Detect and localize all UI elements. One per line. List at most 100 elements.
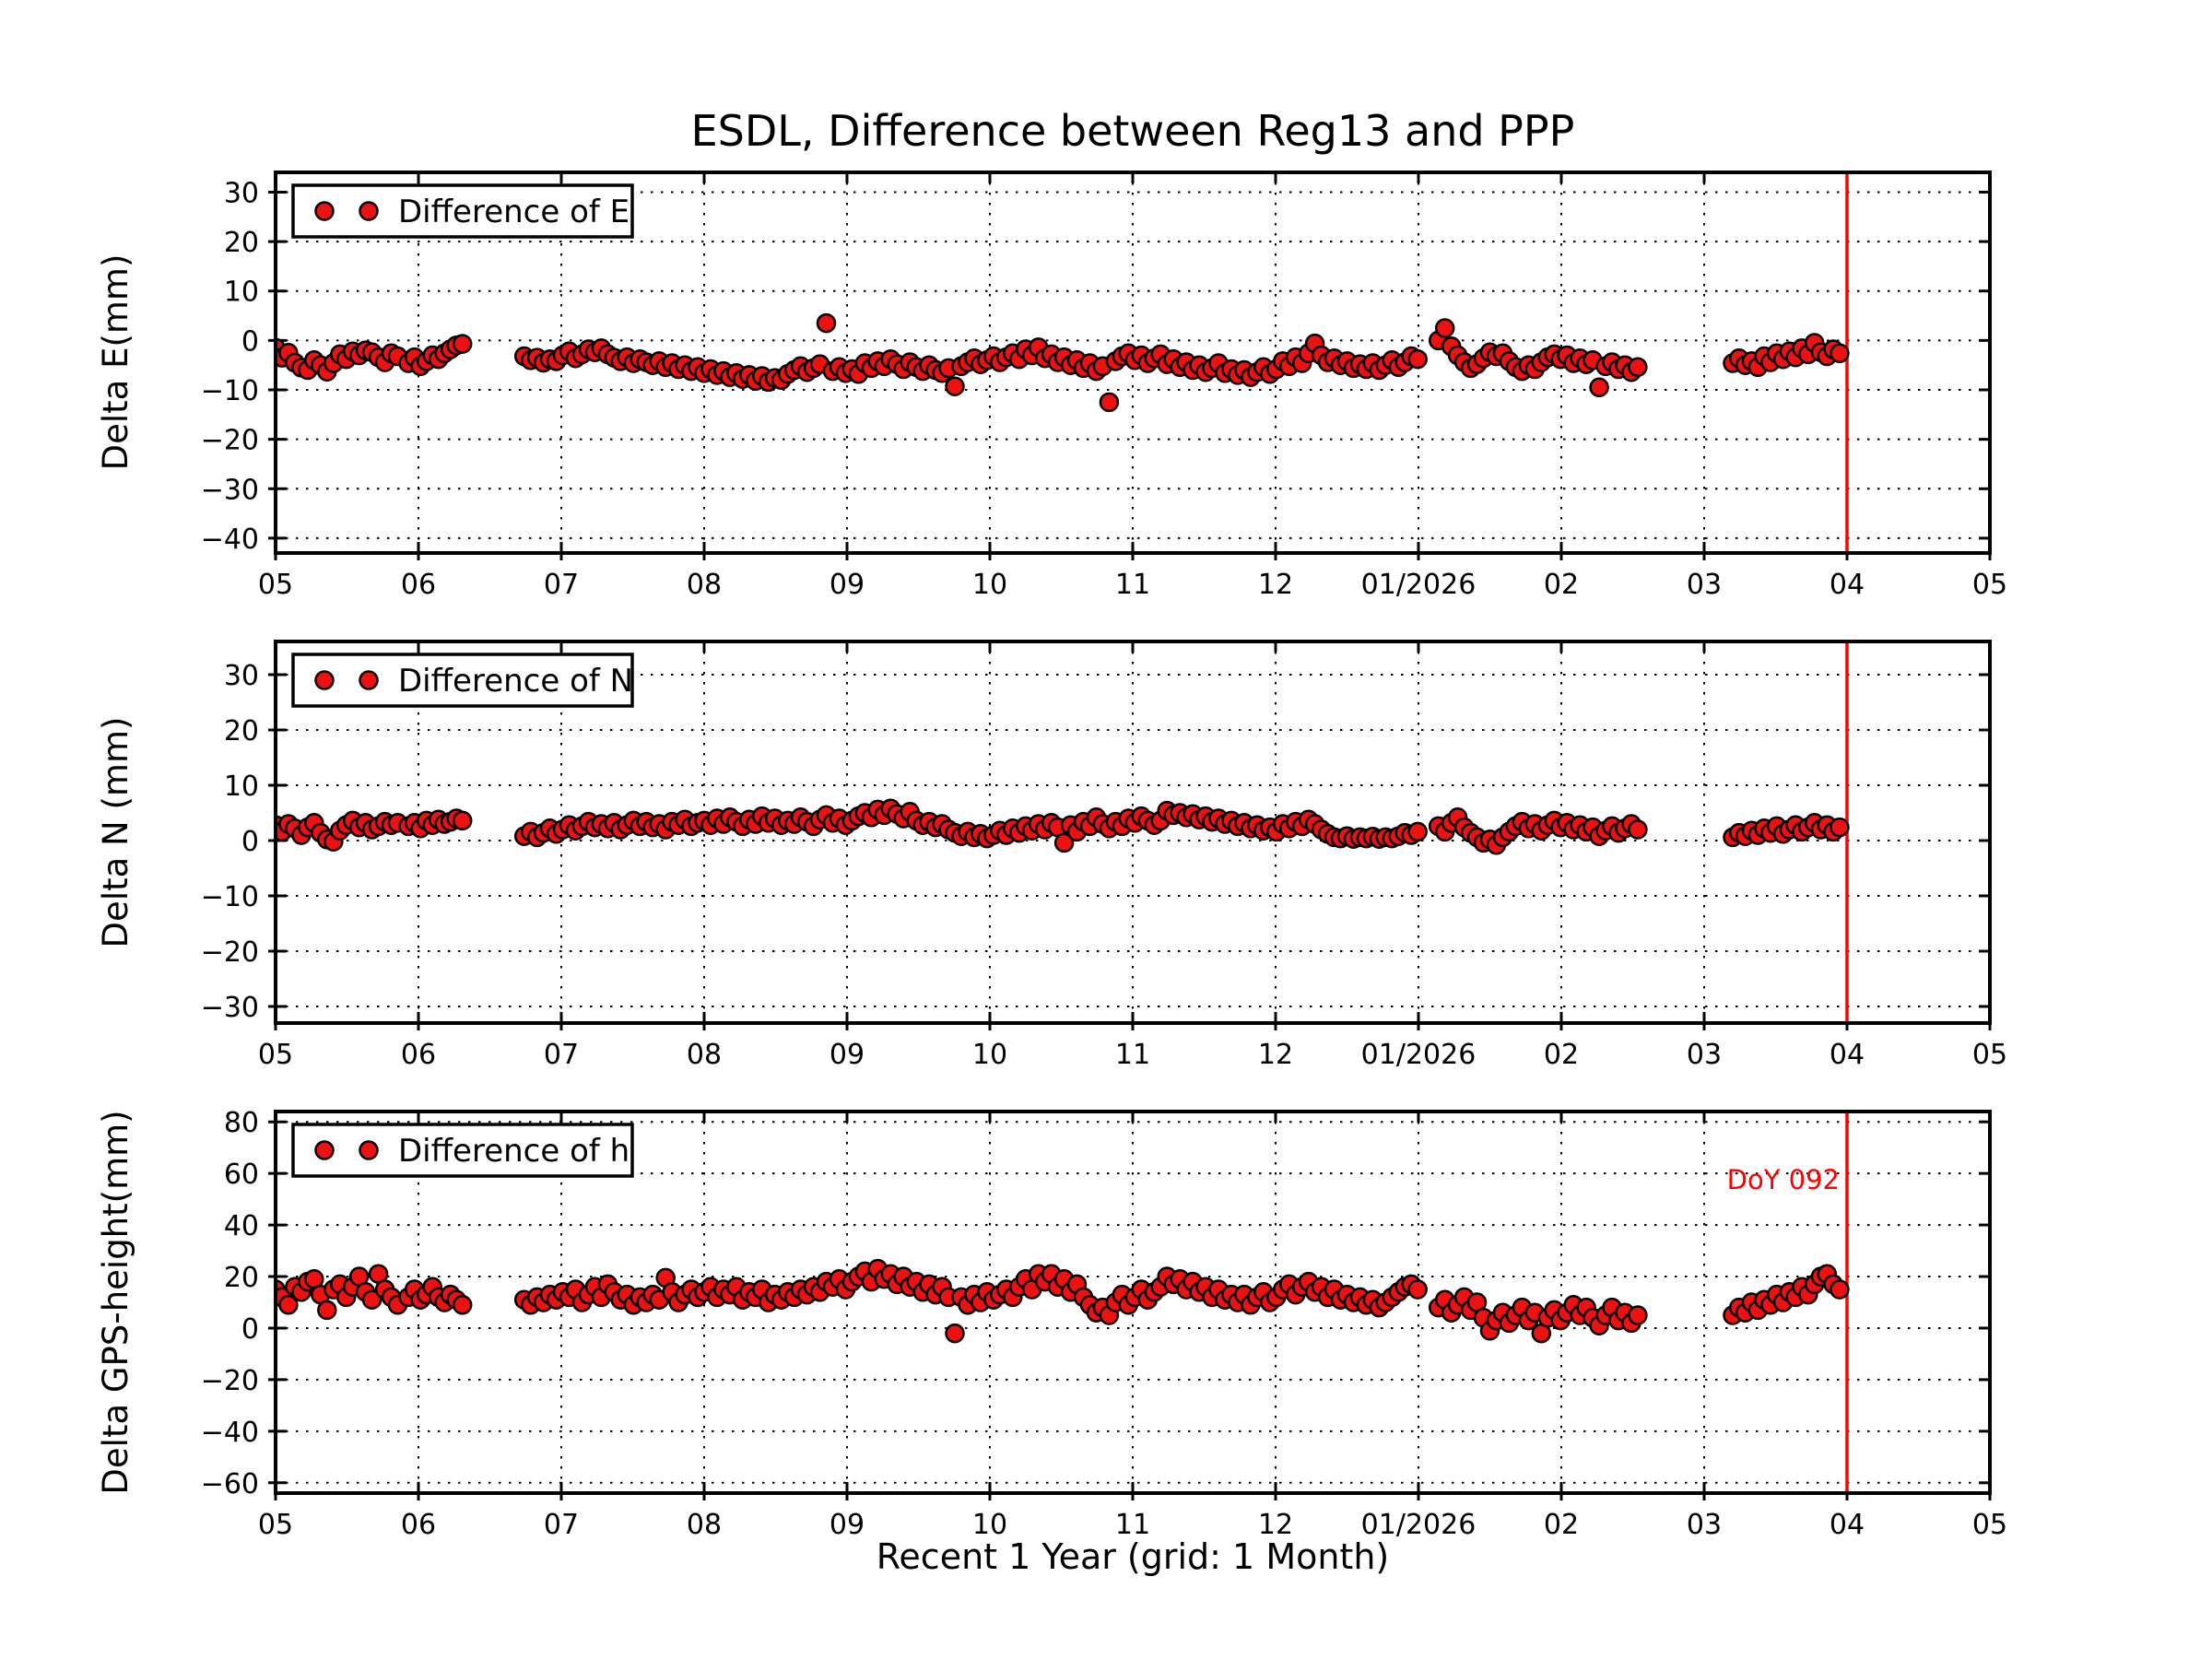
x-tick-label: 05 <box>258 1039 293 1071</box>
y-tick-label: 80 <box>224 1107 259 1139</box>
x-tick-label: 06 <box>401 569 436 601</box>
data-point <box>1628 819 1648 840</box>
y-axis-label-e: Delta E(mm) <box>96 254 135 471</box>
data-point <box>945 376 965 396</box>
legend-label-e: Difference of E <box>398 194 629 230</box>
legend-n: Difference of N <box>291 653 634 708</box>
data-points <box>276 312 1850 413</box>
x-tick-label: 01/2026 <box>1361 1039 1477 1071</box>
y-tick-label: 0 <box>241 826 259 858</box>
x-tick-label: 08 <box>687 1509 722 1541</box>
x-tick-label: 05 <box>258 1509 293 1541</box>
x-tick-label: 10 <box>972 1509 1007 1541</box>
y-tick-label: −20 <box>201 936 259 969</box>
x-tick-label: 03 <box>1687 1509 1722 1541</box>
x-tick-label: 02 <box>1544 569 1579 601</box>
x-tick-label: 08 <box>687 1039 722 1071</box>
data-point <box>1434 318 1455 338</box>
data-point <box>1053 832 1075 853</box>
legend-marker-icon <box>359 670 379 690</box>
y-tick-label: 30 <box>224 177 259 209</box>
data-point <box>1628 1305 1648 1325</box>
x-tick-label: 06 <box>401 1509 436 1541</box>
x-tick-label: 07 <box>544 569 579 601</box>
legend-label-n: Difference of N <box>398 663 633 700</box>
axes-box-h <box>274 1110 1992 1495</box>
x-axis-label: Recent 1 Year (grid: 1 Month) <box>877 1536 1390 1577</box>
subplot-delta-h: 80 60 40 20 0 −20 −40 −60 05 06 07 08 09 10 11 12 01/202… <box>96 1107 2007 1541</box>
subplot-delta-h-generated: 80 60 40 20 0 −20 −40 −60 05 06 07 08 09 10 11 12 01/202… <box>201 1107 2007 1541</box>
subplot-delta-e-generated: 30 20 10 0 −10 −20 −30 −40 05 06 07 08 09 10 11 12 01/20… <box>201 172 2007 601</box>
x-tick-label: 02 <box>1544 1509 1579 1541</box>
y-tick-label: −20 <box>201 1365 259 1397</box>
event-annotation: DoY 092 <box>1727 1164 1840 1195</box>
y-tick-label: 0 <box>241 325 259 358</box>
x-tick-label: 06 <box>401 1039 436 1071</box>
data-point <box>452 1295 473 1315</box>
legend-box-e <box>291 183 634 239</box>
x-tick-label: 03 <box>1687 569 1722 601</box>
x-tick-label: 12 <box>1258 1039 1293 1071</box>
data-point <box>1407 821 1428 842</box>
x-tick-label: 09 <box>830 1039 865 1071</box>
chart-title: ESDL, Difference between Reg13 and PPP <box>691 106 1575 156</box>
axes-box-e <box>274 171 1992 555</box>
legend-marker-icon <box>314 1140 335 1160</box>
data-point <box>1099 392 1120 413</box>
data-point <box>452 810 473 831</box>
x-tick-label: 05 <box>1972 1039 2007 1071</box>
y-tick-label: 60 <box>224 1159 259 1191</box>
x-tick-label: 08 <box>687 569 722 601</box>
legend-marker-icon <box>359 201 379 221</box>
x-tick-label: 09 <box>830 569 865 601</box>
y-tick-label: 0 <box>241 1313 259 1346</box>
legend-box-n <box>291 653 634 708</box>
data-points <box>276 798 1850 855</box>
x-tick-label: 07 <box>544 1509 579 1541</box>
axes-box-n <box>274 640 1992 1025</box>
y-tick-label: −30 <box>201 992 259 1024</box>
subplot-delta-e: 30 20 10 0 −10 −20 −30 −40 05 06 07 08 09 10 11 12 01/20… <box>96 171 2007 601</box>
x-tick-label: 11 <box>1115 1039 1150 1071</box>
legend-marker-icon <box>359 1140 379 1160</box>
x-tick-label: 12 <box>1258 569 1293 601</box>
y-tick-label: 20 <box>224 1262 259 1294</box>
y-axis-label-n: Delta N (mm) <box>96 717 135 948</box>
y-tick-label: 10 <box>224 771 259 803</box>
data-point <box>278 1295 299 1315</box>
x-tick-label: 10 <box>972 1039 1007 1071</box>
y-tick-label: 20 <box>224 715 259 747</box>
legend-box-h <box>291 1123 634 1178</box>
legend-e: Difference of E <box>291 183 634 239</box>
data-point <box>1407 1279 1428 1300</box>
x-tick-label: 05 <box>1972 569 2007 601</box>
y-tick-label: −40 <box>201 1417 259 1449</box>
legend-h: Difference of h <box>291 1123 634 1178</box>
x-tick-label: 01/2026 <box>1361 1509 1477 1541</box>
y-tick-label: −40 <box>201 524 259 556</box>
y-tick-label: 20 <box>224 227 259 259</box>
legend-marker-icon <box>314 201 335 221</box>
data-point <box>945 1323 965 1344</box>
data-point <box>1407 348 1428 370</box>
x-tick-label: 10 <box>972 569 1007 601</box>
x-tick-label: 04 <box>1830 569 1865 601</box>
x-tick-label: 11 <box>1115 1509 1150 1541</box>
x-tick-label: 04 <box>1830 1509 1865 1541</box>
y-tick-label: 40 <box>224 1210 259 1242</box>
data-point <box>1830 1279 1850 1300</box>
data-points <box>276 1258 1850 1344</box>
x-tick-label: 01/2026 <box>1361 569 1477 601</box>
subplot-delta-n-generated: 30 20 10 0 −10 −20 −30 05 06 07 08 09 10 11 12 01/2026 0… <box>201 641 2007 1071</box>
y-tick-label: −30 <box>201 474 259 506</box>
y-tick-label: −10 <box>201 375 259 407</box>
y-tick-label: 10 <box>224 276 259 309</box>
data-point <box>1830 817 1850 838</box>
x-tick-label: 12 <box>1258 1509 1293 1541</box>
y-tick-label: 30 <box>224 660 259 692</box>
data-point <box>361 1289 382 1310</box>
x-tick-label: 02 <box>1544 1039 1579 1071</box>
x-tick-label: 05 <box>1972 1509 2007 1541</box>
